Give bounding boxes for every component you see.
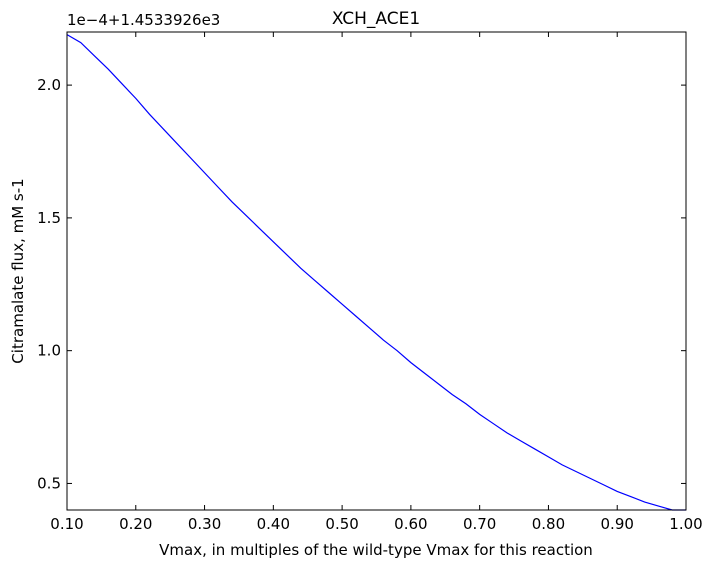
- x-tick-label: 0.90: [601, 515, 634, 533]
- series-line-0: [66, 34, 686, 511]
- x-tick-label: 0.30: [188, 515, 221, 533]
- x-tick-label: 0.10: [50, 515, 83, 533]
- y-tick-label: 2.0: [37, 76, 61, 94]
- x-tick-label: 0.50: [325, 515, 358, 533]
- x-tick-label: 0.70: [463, 515, 496, 533]
- x-tick-label: 0.20: [119, 515, 152, 533]
- axes-frame: [66, 31, 687, 511]
- x-tick-label: 0.60: [394, 515, 427, 533]
- x-axis: 0.10 0.20 0.30 0.40 0.50 0.60 0.70 0.80 0.90 1.00: [50, 32, 703, 533]
- y-tick-label: 1.0: [37, 342, 61, 360]
- x-tick-label: 0.40: [257, 515, 290, 533]
- y-tick-label: 1.5: [37, 209, 61, 227]
- plot-area: [66, 34, 686, 511]
- y-axis-label: Citramalate flux, mM s-1: [9, 178, 27, 363]
- chart-title: XCH_ACE1: [332, 9, 420, 29]
- x-axis-label: Vmax, in multiples of the wild-type Vmax…: [159, 541, 593, 559]
- y-axis: 0.5 1.0 1.5 2.0: [37, 76, 686, 492]
- x-tick-label: 1.00: [669, 515, 702, 533]
- y-tick-label: 0.5: [37, 474, 61, 492]
- x-tick-label: 0.80: [532, 515, 565, 533]
- y-offset-text: 1e−4+1.4533926e3: [67, 11, 220, 29]
